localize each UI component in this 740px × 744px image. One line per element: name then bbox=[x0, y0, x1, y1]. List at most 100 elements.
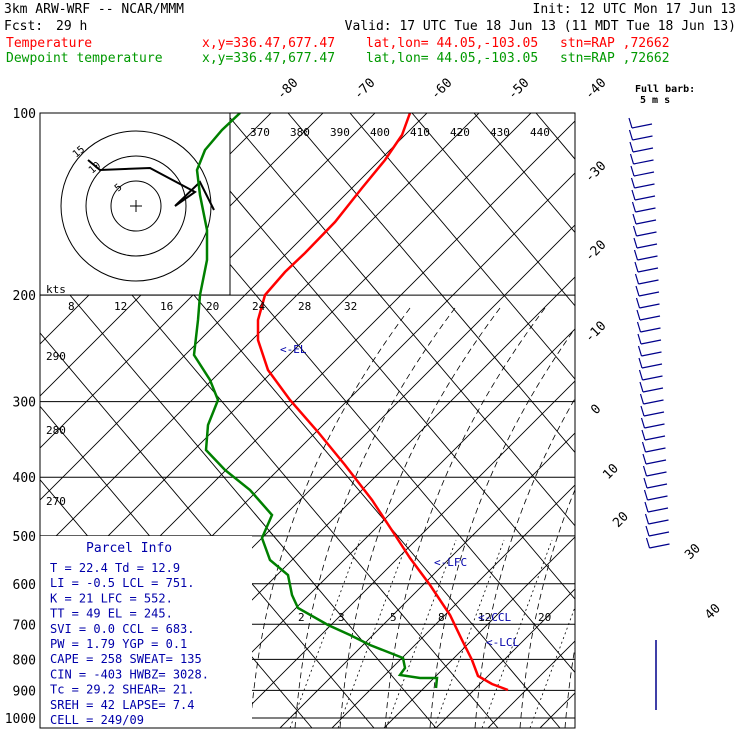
right-temp-label: 40 bbox=[702, 601, 724, 623]
wind-barb bbox=[628, 129, 634, 141]
wind-barb bbox=[637, 267, 659, 273]
wind-barb bbox=[637, 333, 642, 345]
valid-time: Valid: 17 UTC Tue 18 Jun 13 (11 MDT Tue … bbox=[345, 19, 736, 34]
isotherm-line bbox=[331, 484, 575, 728]
isotherm-line bbox=[487, 640, 575, 728]
dry-adiabat-line bbox=[40, 258, 437, 728]
wind-barb bbox=[634, 183, 655, 189]
dry-adiabat-line bbox=[411, 113, 575, 307]
parcel-info-row: CAPE = 258 SWEAT= 135 bbox=[50, 652, 202, 666]
moist-adiabat-line bbox=[339, 307, 501, 728]
wind-barb bbox=[643, 489, 649, 501]
speed-tick-label: 24 bbox=[252, 300, 266, 313]
level-annotation: <-LCL bbox=[486, 636, 519, 649]
parcel-info-row: LI = -0.5 LCL = 751. bbox=[50, 576, 195, 590]
plot-frame bbox=[39, 112, 576, 729]
wind-barb bbox=[632, 225, 638, 237]
speed-tick-label: 12 bbox=[114, 300, 127, 313]
wind-barb bbox=[645, 459, 667, 465]
header-row-station: stn=RAP ,72662 bbox=[560, 36, 670, 51]
theta-label: 430 bbox=[490, 126, 510, 139]
barb-legend-title: Full barb: bbox=[635, 84, 695, 95]
moist-adiabat-line bbox=[294, 307, 456, 728]
wind-barb bbox=[642, 465, 648, 477]
pressure-tick-label: 500 bbox=[13, 530, 36, 545]
right-temp-label: 10 bbox=[600, 461, 622, 483]
wind-barb bbox=[629, 141, 634, 153]
parcel-info-row: SVI = 0.0 CCL = 683. bbox=[50, 622, 195, 636]
wind-barb bbox=[648, 531, 670, 537]
mixing-ratio-line bbox=[433, 539, 505, 728]
wind-barb bbox=[648, 519, 669, 525]
hodograph-speed-label: kts bbox=[46, 283, 66, 296]
top-temp-label: -60 bbox=[428, 76, 455, 103]
dry-adiabat-line bbox=[225, 113, 575, 527]
wind-barb bbox=[631, 123, 653, 129]
wind-barb bbox=[639, 393, 645, 405]
wind-barb bbox=[635, 207, 656, 213]
wind-barb bbox=[629, 153, 635, 165]
right-temp-label: 20 bbox=[610, 509, 632, 531]
wind-barb bbox=[641, 429, 646, 441]
mixing-ratio-line bbox=[529, 605, 575, 728]
top-temp-label: -50 bbox=[505, 76, 532, 103]
parcel-info-title: Parcel Info bbox=[86, 541, 172, 556]
top-temp-label: -70 bbox=[351, 76, 378, 103]
mixing-ratio-label: 3 bbox=[338, 611, 345, 624]
mixing-ratio-label: 20 bbox=[538, 611, 551, 624]
forecast-label: Fcst: bbox=[4, 19, 43, 34]
parcel-info-row: CELL = 249/09 bbox=[50, 713, 144, 727]
pressure-tick-label: 700 bbox=[13, 618, 36, 633]
pressure-tick-label: 200 bbox=[13, 289, 36, 304]
wind-barb bbox=[636, 231, 657, 237]
wind-barb bbox=[643, 477, 648, 489]
isotherm-line bbox=[175, 328, 575, 728]
wind-barb bbox=[641, 351, 662, 357]
parcel-info-row: Tc = 29.2 SHEAR= 21. bbox=[50, 683, 195, 697]
speed-tick-label: 32 bbox=[344, 300, 357, 313]
wind-barb bbox=[633, 237, 638, 249]
dry-adiabat-line bbox=[473, 113, 575, 234]
dry-adiabat-line bbox=[598, 113, 740, 728]
dry-adiabat-line bbox=[40, 332, 375, 728]
header-row-latlon: lat,lon= 44.05,-103.05 bbox=[366, 51, 538, 66]
mixing-ratio-line bbox=[289, 539, 361, 728]
parcel-info-row: TT = 49 EL = 245. bbox=[50, 607, 173, 621]
mixing-ratio-line bbox=[481, 539, 553, 728]
parcel-info-panel: Parcel Info T = 22.4 Td = 12.9LI = -0.5 … bbox=[40, 536, 252, 728]
wind-barb bbox=[641, 363, 663, 369]
right-temp-label: -30 bbox=[582, 159, 609, 186]
wind-barb bbox=[637, 345, 643, 357]
wind-barb bbox=[646, 471, 667, 477]
wind-barb bbox=[647, 495, 668, 501]
mixing-ratio-line bbox=[385, 539, 457, 728]
model-title: 3km ARW-WRF -- NCAR/MMM bbox=[4, 2, 184, 17]
isotherm-line bbox=[592, 108, 740, 728]
moist-adiabat-line bbox=[249, 307, 411, 728]
hodograph-trace bbox=[87, 159, 215, 211]
pressure-tick-label: 1000 bbox=[5, 712, 36, 727]
parcel-info-row: CIN = -403 HWBZ= 3028. bbox=[50, 667, 209, 681]
theta-label: 400 bbox=[370, 126, 390, 139]
wind-barb bbox=[643, 399, 664, 405]
dewpoint-profile bbox=[192, 113, 439, 689]
wind-barb bbox=[633, 171, 655, 177]
dry-adiabat-line bbox=[722, 113, 740, 728]
dry-adiabat-line bbox=[535, 113, 575, 160]
wind-barb bbox=[649, 543, 670, 549]
theta-label: 270 bbox=[46, 495, 66, 508]
mixing-ratio-label: 2 bbox=[298, 611, 305, 624]
wind-barb bbox=[638, 357, 643, 369]
wind-barb bbox=[642, 375, 663, 381]
header-row-station: stn=RAP ,72662 bbox=[560, 51, 670, 66]
wind-barb bbox=[647, 507, 669, 513]
pressure-tick-label: 600 bbox=[13, 578, 36, 593]
right-temp-label: 30 bbox=[682, 541, 704, 563]
theta-label: 370 bbox=[250, 126, 270, 139]
isotherm-line bbox=[40, 113, 376, 449]
hodograph-ring-label: 5 bbox=[113, 182, 125, 194]
wind-barb bbox=[636, 309, 641, 321]
wind-barb bbox=[644, 435, 666, 441]
wind-barb bbox=[640, 339, 662, 345]
